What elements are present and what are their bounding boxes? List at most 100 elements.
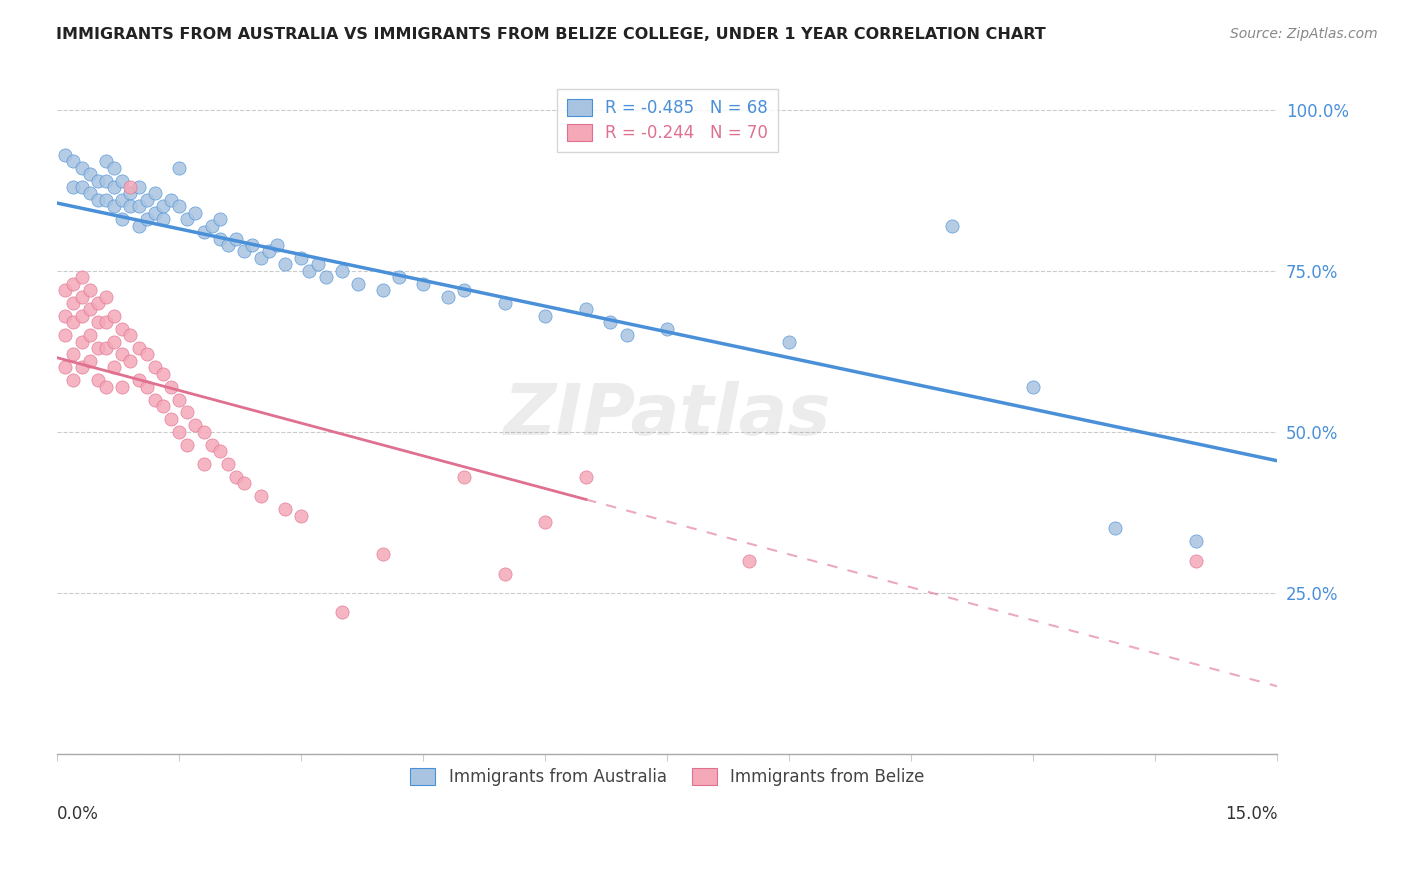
Point — [176, 212, 198, 227]
Point — [494, 296, 516, 310]
Point — [94, 380, 117, 394]
Point — [111, 322, 134, 336]
Point — [1185, 534, 1208, 549]
Point — [103, 180, 125, 194]
Point — [160, 380, 183, 394]
Point — [79, 167, 101, 181]
Point — [941, 219, 963, 233]
Point — [53, 283, 76, 297]
Point — [53, 328, 76, 343]
Point — [120, 186, 142, 201]
Point — [160, 193, 183, 207]
Point — [412, 277, 434, 291]
Point — [616, 328, 638, 343]
Point — [128, 219, 150, 233]
Point — [193, 457, 215, 471]
Point — [70, 270, 93, 285]
Point — [494, 566, 516, 581]
Point — [371, 547, 394, 561]
Point — [79, 186, 101, 201]
Point — [167, 392, 190, 407]
Point — [1022, 380, 1045, 394]
Point — [436, 289, 458, 303]
Point — [1185, 554, 1208, 568]
Point — [87, 193, 110, 207]
Point — [70, 289, 93, 303]
Point — [575, 470, 598, 484]
Point — [70, 180, 93, 194]
Point — [111, 347, 134, 361]
Point — [103, 199, 125, 213]
Point — [120, 180, 142, 194]
Point — [79, 283, 101, 297]
Point — [201, 438, 224, 452]
Point — [120, 354, 142, 368]
Point — [87, 173, 110, 187]
Point — [152, 367, 174, 381]
Point — [103, 309, 125, 323]
Point — [143, 360, 166, 375]
Point — [87, 373, 110, 387]
Text: Source: ZipAtlas.com: Source: ZipAtlas.com — [1230, 27, 1378, 41]
Point — [135, 380, 157, 394]
Point — [315, 270, 337, 285]
Point — [184, 418, 207, 433]
Point — [290, 251, 312, 265]
Point — [103, 161, 125, 175]
Point — [87, 341, 110, 355]
Point — [103, 334, 125, 349]
Point — [534, 515, 557, 529]
Point — [111, 380, 134, 394]
Point — [87, 315, 110, 329]
Point — [249, 251, 271, 265]
Point — [53, 309, 76, 323]
Point — [111, 212, 134, 227]
Point — [225, 231, 247, 245]
Point — [167, 199, 190, 213]
Point — [53, 147, 76, 161]
Point — [135, 212, 157, 227]
Point — [266, 238, 288, 252]
Point — [152, 199, 174, 213]
Point — [307, 257, 329, 271]
Point — [94, 289, 117, 303]
Point — [79, 354, 101, 368]
Legend: Immigrants from Australia, Immigrants from Belize: Immigrants from Australia, Immigrants fr… — [401, 758, 935, 797]
Point — [70, 360, 93, 375]
Point — [657, 322, 679, 336]
Point — [388, 270, 411, 285]
Point — [330, 264, 353, 278]
Point — [70, 334, 93, 349]
Point — [128, 341, 150, 355]
Point — [371, 283, 394, 297]
Point — [70, 161, 93, 175]
Point — [274, 257, 297, 271]
Point — [62, 347, 84, 361]
Point — [111, 173, 134, 187]
Point — [242, 238, 264, 252]
Text: 0.0%: 0.0% — [58, 805, 98, 822]
Point — [453, 283, 475, 297]
Point — [62, 296, 84, 310]
Point — [53, 360, 76, 375]
Point — [120, 328, 142, 343]
Point — [62, 180, 84, 194]
Point — [62, 277, 84, 291]
Point — [79, 302, 101, 317]
Point — [167, 161, 190, 175]
Point — [152, 399, 174, 413]
Text: ZIPatlas: ZIPatlas — [503, 381, 831, 450]
Point — [193, 425, 215, 439]
Point — [143, 186, 166, 201]
Point — [62, 154, 84, 169]
Point — [120, 199, 142, 213]
Point — [575, 302, 598, 317]
Point — [233, 476, 256, 491]
Point — [62, 315, 84, 329]
Text: 15.0%: 15.0% — [1225, 805, 1278, 822]
Point — [208, 231, 231, 245]
Point — [176, 405, 198, 419]
Point — [128, 180, 150, 194]
Point — [135, 347, 157, 361]
Point — [249, 489, 271, 503]
